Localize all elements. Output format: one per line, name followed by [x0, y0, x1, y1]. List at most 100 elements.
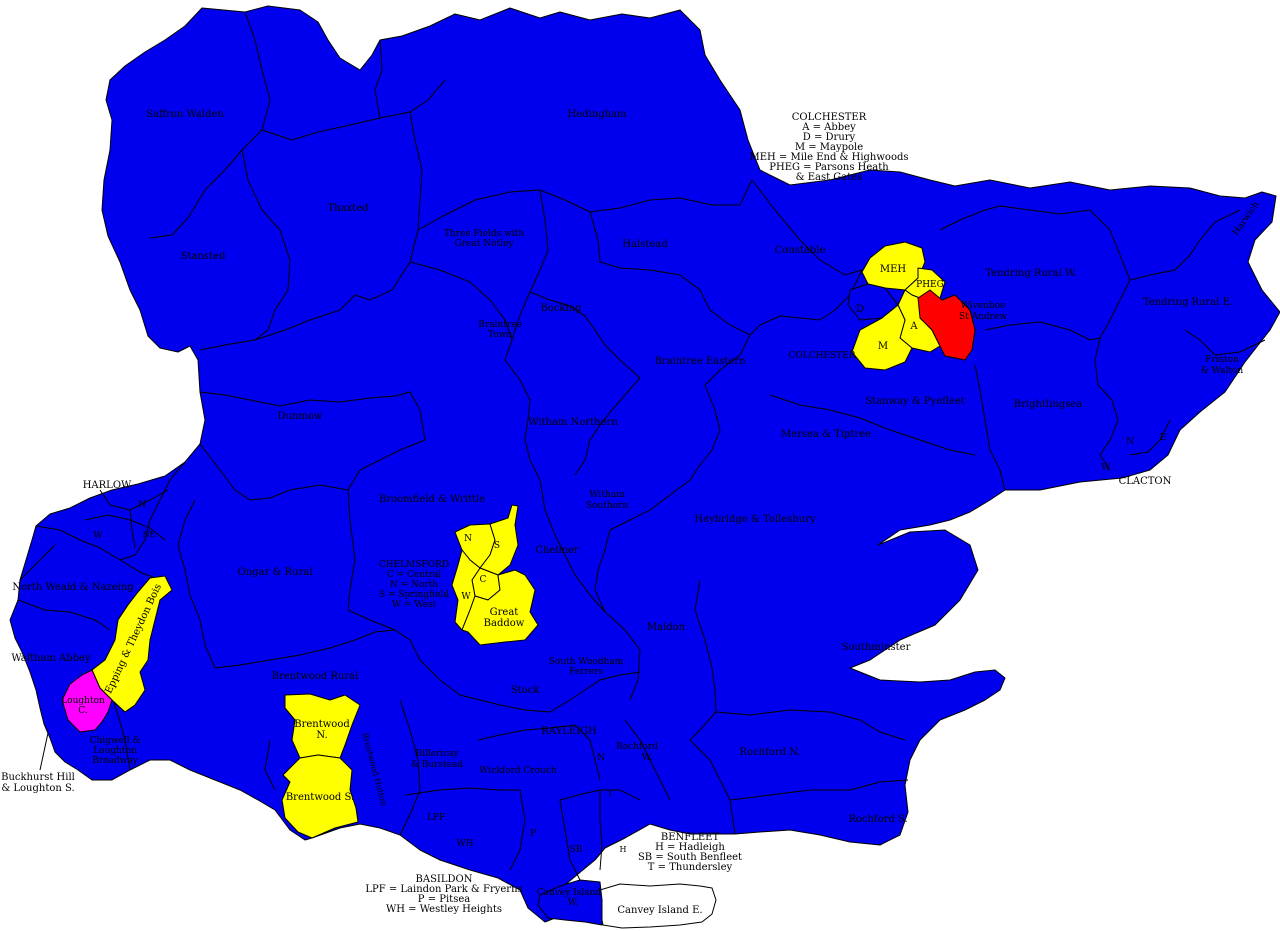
- label-south-woodham: South Woodham: [549, 657, 624, 667]
- label-pheg: PHEG: [916, 280, 944, 290]
- label-southminster: Southminster: [842, 642, 911, 653]
- label-frinton: Frinton: [1205, 355, 1239, 365]
- label-canvey-w-2: W.: [568, 898, 579, 908]
- label-buckhurst: Buckhurst Hill: [1, 772, 75, 783]
- county-body: [9, 5, 1280, 923]
- label-tendring-rural-w: Tendring Rural W.: [985, 268, 1076, 279]
- label-thaxted: Thaxted: [327, 203, 369, 214]
- ward-boundaries: [17, 11, 1266, 881]
- legend-chelmsford-line-0: CHELMSFORD: [379, 560, 449, 570]
- legend-basildon-line-0: BASILDON: [416, 874, 473, 885]
- label-col-a: A: [909, 321, 918, 332]
- legend-basildon-line-3: WH = Westley Heights: [386, 904, 502, 915]
- label-ongar: Ongar & Rural: [238, 567, 313, 578]
- buckhurst-pointer: [39, 732, 49, 771]
- label-halstead: Halstead: [622, 239, 668, 250]
- legend-basildon: BASILDON LPF = Laindon Park & Fryerns P …: [365, 874, 522, 915]
- label-chigwell: Chigwell &: [90, 736, 141, 746]
- label-chelm-w: W: [461, 592, 471, 602]
- legend-basildon-line-2: P = Pitsea: [418, 894, 470, 905]
- label-rochford-w: Rochford: [616, 742, 658, 752]
- label-brentwood-n: Brentwood: [294, 719, 350, 730]
- colchester-maypole-ward: [851, 304, 913, 371]
- label-mersea: Mersea & Tiptree: [781, 429, 871, 440]
- legend-colchester-line-5: PHEG = Parsons Heath: [769, 162, 889, 173]
- label-saffron-walden: Saffron Walden: [146, 109, 224, 120]
- label-brentwood-rural: Brentwood Rural: [272, 671, 359, 682]
- legend-colchester-line-6: & East Gates: [796, 172, 863, 183]
- chelmsford-springfield-ward: [479, 504, 519, 576]
- label-buckhurst-2: & Loughton S.: [1, 783, 74, 794]
- label-three-fields-2: Great Notley: [455, 239, 515, 249]
- label-wivenhoe: Wivenhoe: [961, 301, 1006, 311]
- great-baddow-ward: [461, 569, 539, 646]
- legend-chelmsford: CHELMSFORD C = Central N = North S = Spr…: [379, 560, 449, 610]
- label-maldon: Maldon: [647, 622, 686, 633]
- label-p: P: [530, 829, 536, 839]
- label-stansted: Stansted: [181, 251, 226, 262]
- legend-benfleet-line-1: H = Hadleigh: [655, 842, 725, 853]
- label-three-fields: Three Fields with: [444, 229, 524, 239]
- epping-theydon-bois-ward: [91, 575, 173, 713]
- legend-benfleet: BENFLEET H = Hadleigh SB = South Benflee…: [638, 832, 742, 873]
- label-north-weald: North Weald & Nazeing: [12, 582, 134, 593]
- label-chelm-c: C: [480, 575, 487, 585]
- label-rochford-w-2: W.: [642, 753, 653, 763]
- label-chelmer: Chelmer: [535, 545, 579, 556]
- label-canvey-e: Canvey Island E.: [617, 905, 702, 916]
- label-stanway: Stanway & Pyefleet: [865, 396, 965, 407]
- harlow-wards: [84, 489, 169, 549]
- label-braintree-town: Braintree: [478, 320, 522, 330]
- label-dunmow: Dunmow: [278, 411, 323, 422]
- brentwood-north-ward: [284, 693, 361, 759]
- label-great-baddow-2: Baddow: [484, 618, 525, 629]
- legend-benfleet-line-0: BENFLEET: [661, 832, 720, 843]
- label-braintree-eastern: Braintree Eastern: [654, 356, 746, 367]
- label-colchester-map: COLCHESTER: [788, 351, 855, 361]
- label-stock: Stock: [511, 685, 540, 696]
- label-t: T: [607, 789, 613, 798]
- label-waltham-abbey: Waltham Abbey: [11, 653, 91, 664]
- label-brentwood-n-2: N.: [316, 730, 327, 741]
- label-chigwell-3: Broadway: [92, 756, 139, 766]
- legend-chelmsford-line-3: S = Springfield: [379, 590, 449, 600]
- label-loughton-2: C.: [78, 706, 88, 716]
- legend-colchester-line-0: COLCHESTER: [792, 112, 867, 123]
- label-wickford: Wickford Crouch: [479, 766, 557, 776]
- label-harlow-w: W: [93, 531, 103, 541]
- label-clacton-n: N: [1126, 437, 1134, 447]
- label-brightlingsea: Brightlingsea: [1014, 399, 1082, 410]
- legend-chelmsford-line-4: W = West: [392, 600, 437, 610]
- legend-benfleet-line-3: T = Thundersley: [648, 862, 733, 873]
- label-lpf: LPF: [427, 813, 445, 823]
- label-heybridge: Heybridge & Tollesbury: [694, 514, 816, 525]
- label-loughton: Loughton: [61, 696, 105, 706]
- label-witham-northern: Witham Northern: [528, 417, 618, 428]
- brentwood-south-ward: [281, 754, 359, 839]
- label-witham-southern-2: Southern: [586, 501, 628, 511]
- label-broomfield: Broomfield & Writtle: [379, 494, 485, 505]
- label-clacton-w: W: [1101, 463, 1111, 473]
- legend-colchester-line-3: M = Maypole: [795, 142, 863, 153]
- legend-colchester: COLCHESTER A = Abbey D = Drury M = Maypo…: [749, 112, 908, 183]
- label-south-woodham-2: Ferrers: [569, 667, 603, 677]
- label-rochford-s: Rochford S.: [848, 814, 907, 825]
- label-chelm-n: N: [464, 534, 472, 544]
- label-tendring-rural-e: Tendring Rural E.: [1143, 297, 1233, 308]
- label-col-d: D: [856, 304, 864, 315]
- label-clacton-e: E: [1160, 433, 1167, 443]
- label-great-baddow: Great: [490, 607, 519, 618]
- label-canvey-w: Canvey Island: [537, 888, 602, 898]
- label-frinton-2: & Walton: [1201, 366, 1244, 376]
- label-billericay-2: & Burstead: [411, 760, 464, 770]
- label-constable: Constable: [775, 245, 826, 256]
- label-bocking: Bocking: [540, 303, 582, 314]
- legend-colchester-line-1: A = Abbey: [801, 122, 856, 133]
- label-rayleigh: RAYLEIGH: [541, 726, 597, 737]
- canvey-island-west-ward: [537, 879, 603, 926]
- label-rochford-n: Rochford N.: [740, 747, 801, 758]
- label-rayleigh-n: N: [597, 753, 605, 763]
- label-harlow-ne: NE: [143, 530, 156, 539]
- legend-colchester-line-2: D = Drury: [803, 132, 856, 143]
